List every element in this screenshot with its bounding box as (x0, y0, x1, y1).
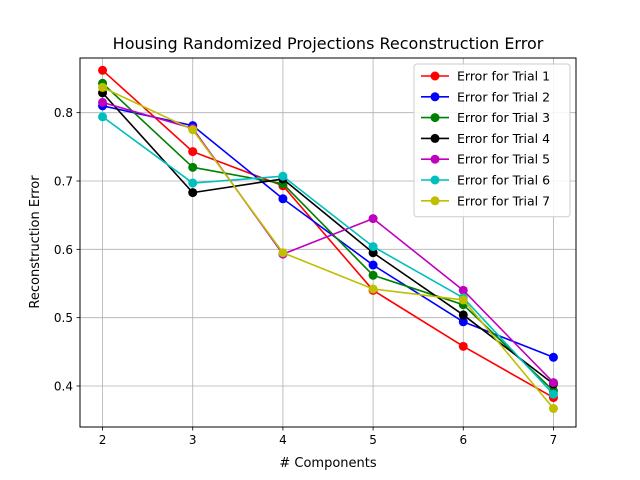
y-axis-label: Reconstruction Error (28, 175, 43, 309)
data-point (188, 188, 198, 198)
legend-item-trial-6: Error for Trial 6 (421, 173, 550, 188)
series-layer (98, 65, 558, 414)
data-point (458, 317, 468, 327)
legend-label: Error for Trial 5 (457, 152, 550, 167)
data-point (98, 65, 108, 75)
data-point (188, 178, 198, 188)
legend: Error for Trial 1 Error for Trial 2 Error … (413, 63, 571, 218)
legend-marker (430, 92, 440, 102)
legend-label: Error for Trial 3 (457, 110, 550, 125)
data-point (188, 125, 198, 135)
x-tick-label: 2 (99, 433, 107, 447)
y-tick-label: 0.8 (54, 106, 73, 120)
data-point (458, 285, 468, 295)
data-point (188, 162, 198, 172)
series-line (102, 116, 555, 395)
data-point (188, 147, 198, 157)
y-tick-label: 0.7 (54, 175, 73, 189)
data-point (458, 341, 468, 351)
x-tick-label: 4 (279, 433, 287, 447)
series-line (102, 101, 555, 384)
data-point (458, 295, 468, 305)
legend-item-trial-2: Error for Trial 2 (421, 89, 550, 104)
data-point (458, 310, 468, 320)
data-point (548, 404, 558, 414)
legend-item-trial-3: Error for Trial 3 (421, 110, 550, 125)
y-tick-label: 0.6 (54, 243, 73, 257)
data-point (278, 171, 288, 181)
legend-marker (430, 71, 440, 81)
x-tick-label: 3 (189, 433, 197, 447)
legend-marker (430, 133, 440, 143)
data-point (368, 248, 378, 258)
data-point (548, 378, 558, 388)
data-point (548, 352, 558, 362)
data-point (368, 260, 378, 270)
legend-box (413, 63, 571, 218)
data-point (368, 284, 378, 294)
data-point (278, 194, 288, 204)
chart-title: Housing Randomized Projections Reconstru… (113, 34, 544, 53)
series-line (101, 92, 554, 385)
data-point (368, 270, 378, 280)
series-line (102, 86, 555, 410)
legend-item-trial-4: Error for Trial 4 (421, 131, 550, 146)
legend-marker (430, 113, 440, 123)
legend-label: Error for Trial 6 (457, 173, 550, 188)
data-point (98, 82, 108, 92)
legend-label: Error for Trial 2 (457, 89, 550, 104)
data-point (278, 248, 288, 258)
data-point (368, 242, 378, 252)
x-tick-label: 6 (459, 433, 467, 447)
legend-marker (430, 175, 440, 185)
legend-label: Error for Trial 1 (457, 69, 550, 84)
data-point (98, 112, 108, 122)
x-axis-label: # Components (279, 456, 376, 471)
legend-item-trial-7: Error for Trial 7 (421, 193, 550, 208)
series-line (102, 69, 554, 399)
series-trial-1 (98, 65, 558, 403)
y-tick-label: 0.5 (54, 311, 73, 325)
data-point (368, 214, 378, 224)
legend-marker (430, 154, 440, 164)
legend-marker (430, 196, 440, 206)
x-tick-label: 7 (550, 433, 558, 447)
data-point (548, 389, 558, 399)
legend-label: Error for Trial 7 (457, 193, 550, 208)
data-point (98, 97, 108, 107)
legend-label: Error for Trial 4 (457, 131, 550, 146)
ticks: 2 3 4 5 6 7 0.4 0.5 0.6 0.7 0.8 (54, 106, 557, 447)
y-tick-label: 0.4 (54, 380, 73, 394)
x-tick-label: 5 (369, 433, 377, 447)
axes-frame (79, 57, 577, 428)
legend-item-trial-1: Error for Trial 1 (421, 69, 550, 84)
series-trial-7 (98, 82, 558, 414)
legend-item-trial-5: Error for Trial 5 (421, 152, 550, 167)
